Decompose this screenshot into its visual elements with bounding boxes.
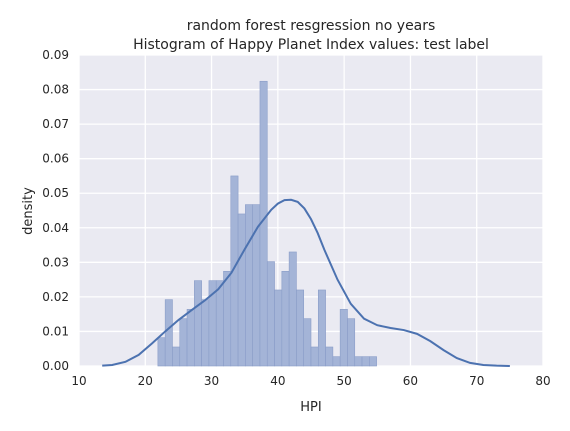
x-tick-label: 50	[337, 374, 352, 388]
histogram-bar	[186, 309, 195, 367]
y-axis-label: density	[21, 187, 36, 235]
histogram-bar	[281, 271, 290, 367]
x-tick-label: 30	[204, 374, 219, 388]
x-tick-labels: 10 20 30 40 50 60 70 80	[71, 374, 550, 388]
y-tick-label: 0.00	[42, 359, 69, 373]
histogram-bar	[354, 356, 363, 367]
histogram-bar	[288, 251, 297, 367]
histogram-bar	[215, 280, 224, 367]
histogram-bar	[157, 337, 166, 367]
histogram-bar	[223, 271, 232, 367]
y-tick-label: 0.04	[42, 221, 69, 235]
x-tick-label: 60	[403, 374, 418, 388]
y-tick-label: 0.05	[42, 186, 69, 200]
histogram-bar	[332, 356, 341, 367]
y-tick-label: 0.06	[42, 152, 69, 166]
histogram-bar	[325, 346, 334, 367]
kde-line	[102, 198, 510, 367]
chart-subtitle: Histogram of Happy Planet Index values: …	[133, 37, 489, 53]
histogram-bars	[157, 80, 377, 367]
histogram-bar	[194, 280, 202, 367]
x-tick-label: 10	[71, 374, 86, 388]
y-tick-label: 0.07	[42, 117, 69, 131]
histogram-bar	[274, 289, 283, 367]
y-tick-label: 0.01	[42, 324, 69, 338]
x-tick-label: 70	[469, 374, 484, 388]
x-axis-label: HPI	[300, 400, 321, 415]
y-tick-label: 0.03	[42, 255, 69, 269]
histogram-bar	[245, 204, 253, 367]
y-tick-label: 0.02	[42, 290, 69, 304]
chart-title: random forest resgression no years	[187, 18, 436, 34]
y-tick-label: 0.09	[42, 48, 69, 62]
histogram-bar	[317, 289, 326, 367]
plot-background	[79, 55, 543, 366]
histogram-bar	[361, 356, 370, 367]
histogram-bar	[172, 346, 181, 367]
histogram-bar	[310, 346, 319, 367]
x-tick-label: 40	[270, 374, 285, 388]
histogram-bar	[339, 309, 348, 367]
histogram-bar	[201, 299, 210, 367]
y-tick-label: 0.08	[42, 83, 69, 97]
histogram-bar	[237, 213, 246, 367]
histogram-bar	[266, 261, 275, 367]
histogram-bar	[303, 318, 312, 367]
x-tick-label: 20	[138, 374, 153, 388]
x-tick-label: 80	[535, 374, 550, 388]
histogram-bar	[347, 318, 356, 367]
histogram-bar	[296, 289, 305, 367]
y-tick-labels: 0.00 0.01 0.02 0.03 0.04 0.05 0.06 0.07 0.08 0.09	[42, 48, 69, 373]
histogram-bar	[164, 299, 173, 367]
histogram-bar	[179, 318, 188, 367]
histogram-bar	[369, 356, 377, 367]
